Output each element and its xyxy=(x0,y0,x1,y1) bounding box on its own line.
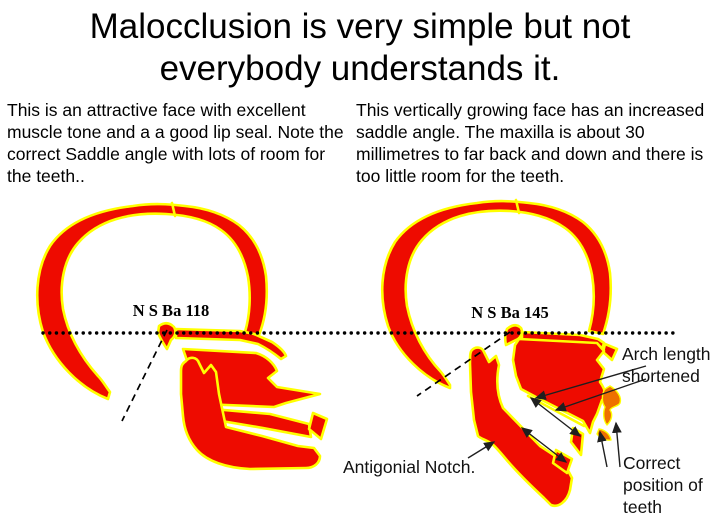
left-suture-gap xyxy=(170,201,177,218)
right-nasal-bone xyxy=(601,342,619,362)
right-cranial-vault xyxy=(380,199,613,390)
antigonial-notch-label: Antigonial Notch. xyxy=(343,457,476,477)
antigonial-leader xyxy=(467,441,496,459)
left-sella xyxy=(156,321,177,351)
left-upper-incisor xyxy=(307,411,329,441)
slide-title: Malocclusion is very simple but not ever… xyxy=(89,7,631,88)
right-suture-gap xyxy=(514,198,521,215)
right-skull-caption: This vertically growing face has an incr… xyxy=(356,100,705,186)
left-skull-caption: This is an attractive face with excellen… xyxy=(7,100,344,186)
correct-lower-tooth-shape xyxy=(596,428,612,441)
correct-leader-2 xyxy=(612,421,622,468)
correct-position-label: Correct position of teeth xyxy=(623,453,703,517)
correct-leader-1 xyxy=(597,430,608,468)
left-sella-basion-line xyxy=(121,329,168,422)
left-skull xyxy=(35,201,329,471)
right-mandible xyxy=(468,346,574,508)
arch-length-label: Arch length shortened xyxy=(622,344,711,386)
correct-upper-tooth-shape xyxy=(601,385,622,426)
right-sella-basion-line xyxy=(416,331,511,397)
arch-measure-arrow-2 xyxy=(520,427,568,463)
right-skull xyxy=(380,198,647,508)
left-cranial-base xyxy=(174,327,288,361)
arch-measure-arrow-1 xyxy=(529,397,582,437)
left-angle-label: N S Ba 118 xyxy=(132,301,210,320)
right-upper-incisor xyxy=(569,426,585,457)
arch-leader-1 xyxy=(534,365,647,400)
left-mandible xyxy=(179,356,322,471)
right-angle-label: N S Ba 145 xyxy=(471,303,549,322)
